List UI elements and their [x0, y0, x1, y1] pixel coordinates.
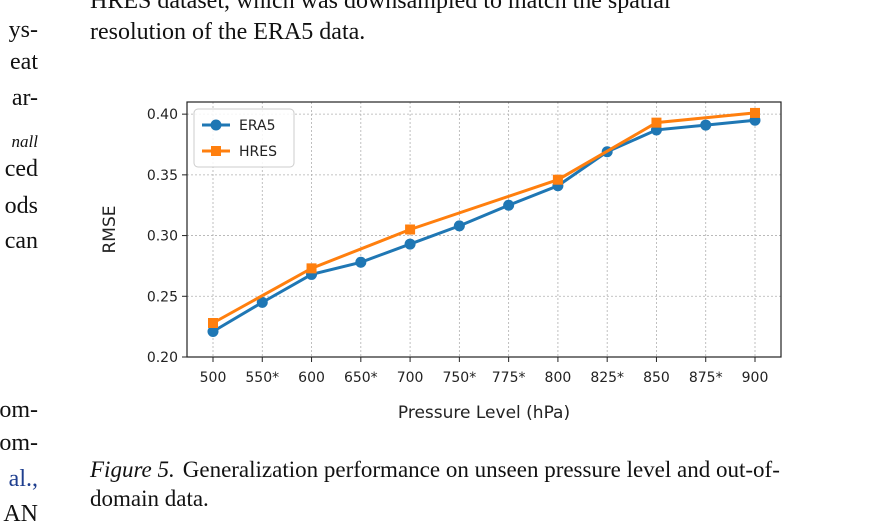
left-line: nall	[11, 132, 38, 151]
body-line: HRES dataset, which was downsampled to m…	[90, 0, 671, 14]
data-point-hres	[306, 263, 317, 274]
x-tick-label: 500	[200, 370, 227, 386]
legend-swatch-marker	[211, 146, 221, 156]
legend-label-hres: HRES	[239, 144, 277, 160]
x-tick-label: 550*	[245, 370, 279, 386]
data-point-hres	[651, 117, 662, 128]
chart-series	[207, 107, 761, 337]
body-line: resolution of the ERA5 data.	[90, 19, 366, 45]
x-tick-label: 600	[298, 370, 325, 386]
left-line: ys-	[8, 17, 38, 43]
data-point-era5	[355, 256, 367, 268]
y-tick-label: 0.25	[147, 289, 178, 305]
x-tick-label: 850	[643, 370, 670, 386]
figure-caption-text: Generalization performance on unseen pre…	[90, 457, 780, 511]
left-line: om-	[0, 397, 38, 423]
left-line: eat	[10, 49, 38, 75]
rmse-line-chart: 0.20 0.25 0.30 0.35 0.40 500 550* 600 650* 700 75…	[100, 101, 782, 423]
x-tick-label: 750*	[442, 370, 476, 386]
chart-legend: ERA5 HRES	[193, 108, 295, 168]
left-line: can	[4, 228, 38, 254]
figure-caption-label: Figure 5.	[90, 457, 175, 482]
data-point-hres	[208, 318, 218, 328]
figure-caption: Figure 5. Generalization performance on u…	[90, 455, 820, 513]
data-point-hres	[552, 174, 563, 185]
y-tick-label: 0.35	[147, 168, 178, 184]
body-paragraph: HRES dataset, which was downsampled to m…	[90, 0, 850, 48]
left-line: ar-	[11, 85, 38, 111]
x-axis-label: Pressure Level (hPa)	[398, 403, 570, 423]
data-point-era5	[453, 220, 465, 232]
x-tick-label: 875*	[689, 370, 723, 386]
data-point-era5	[404, 238, 416, 250]
data-point-hres	[405, 224, 416, 235]
y-axis-label: RMSE	[100, 205, 120, 253]
x-axis-ticks: 500 550* 600 650* 700 750* 775* 800 825* 850 875* 9…	[200, 357, 769, 386]
left-line: ced	[4, 156, 38, 182]
left-line: AN	[3, 501, 38, 525]
plot-frame	[186, 101, 782, 358]
x-tick-label: 650*	[344, 370, 378, 386]
data-point-era5	[503, 199, 515, 211]
left-line: ods	[4, 193, 38, 219]
left-line-citation-link[interactable]: al.,	[8, 466, 38, 492]
y-tick-label: 0.30	[147, 229, 178, 245]
legend-swatch-marker	[210, 119, 222, 131]
data-point-era5	[256, 296, 268, 308]
x-tick-label: 900	[742, 370, 769, 386]
x-tick-label: 800	[545, 370, 572, 386]
left-line: om-	[0, 430, 38, 456]
x-tick-label: 775*	[492, 370, 526, 386]
legend-label-era5: ERA5	[239, 118, 276, 134]
series-line-era5	[212, 118, 756, 333]
data-point-era5	[700, 119, 712, 131]
y-tick-label: 0.20	[147, 350, 178, 366]
series-line-hres	[212, 111, 756, 325]
y-tick-label: 0.40	[147, 107, 178, 123]
data-point-hres	[750, 107, 760, 118]
y-axis-ticks: 0.20 0.25 0.30 0.35 0.40	[147, 107, 187, 366]
x-tick-label: 700	[397, 370, 424, 386]
series-hres	[208, 107, 760, 328]
data-point-era5	[207, 326, 219, 337]
x-tick-label: 825*	[590, 370, 624, 386]
